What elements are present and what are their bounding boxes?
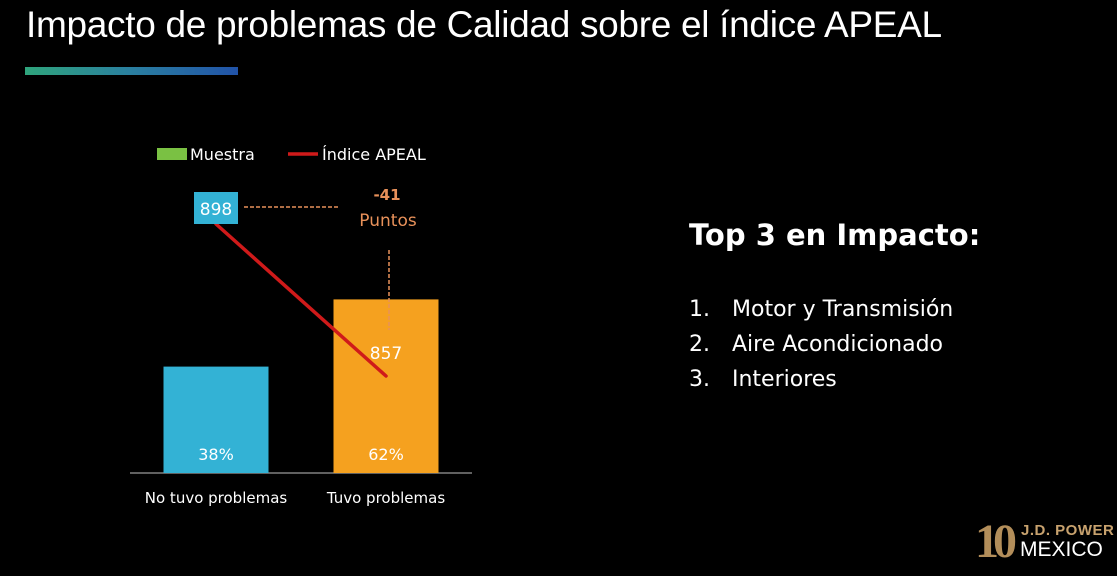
bar-value-label: 62% [368, 445, 404, 464]
legend-label: Índice APEAL [322, 145, 426, 164]
slide-title: Impacto de problemas de Calidad sobre el… [26, 4, 942, 45]
top3-heading: Top 3 en Impacto: [689, 218, 981, 252]
apeal-value-label: 857 [370, 344, 402, 364]
list-label: Aire Acondicionado [732, 332, 944, 357]
title-accent-bar [25, 67, 238, 75]
logo-country: MEXICO [1020, 538, 1103, 561]
list-number: 3. [689, 367, 710, 392]
annotation-text: Puntos [359, 211, 417, 231]
apeal-series-line [214, 222, 388, 378]
jd-power-logo: 10 J.D. POWER MEXICO [975, 515, 1114, 568]
apeal-value-box [194, 192, 238, 224]
logo-brand: J.D. POWER [1021, 522, 1115, 539]
apeal-value-label: 898 [200, 200, 232, 220]
bar-value-label: 38% [198, 445, 234, 464]
list-number: 2. [689, 332, 710, 357]
top3-list: 1. Motor y Transmisión 2. Aire Acondiciona… [689, 293, 953, 398]
list-label: Motor y Transmisión [732, 297, 954, 322]
bar [333, 299, 439, 473]
x-tick-label: No tuvo problemas [145, 489, 288, 507]
list-item: 2. Aire Acondicionado [689, 328, 953, 363]
logo-number: 10 [975, 515, 1017, 568]
bar [163, 366, 269, 473]
x-tick-label: Tuvo problemas [326, 489, 445, 507]
list-item: 3. Interiores [689, 363, 953, 398]
list-label: Interiores [732, 367, 837, 392]
list-item: 1. Motor y Transmisión [689, 293, 953, 328]
annotation-value: -41 [373, 186, 400, 204]
list-number: 1. [689, 297, 710, 322]
legend-swatch-muestra [157, 148, 187, 160]
legend-label: Muestra [190, 145, 255, 164]
